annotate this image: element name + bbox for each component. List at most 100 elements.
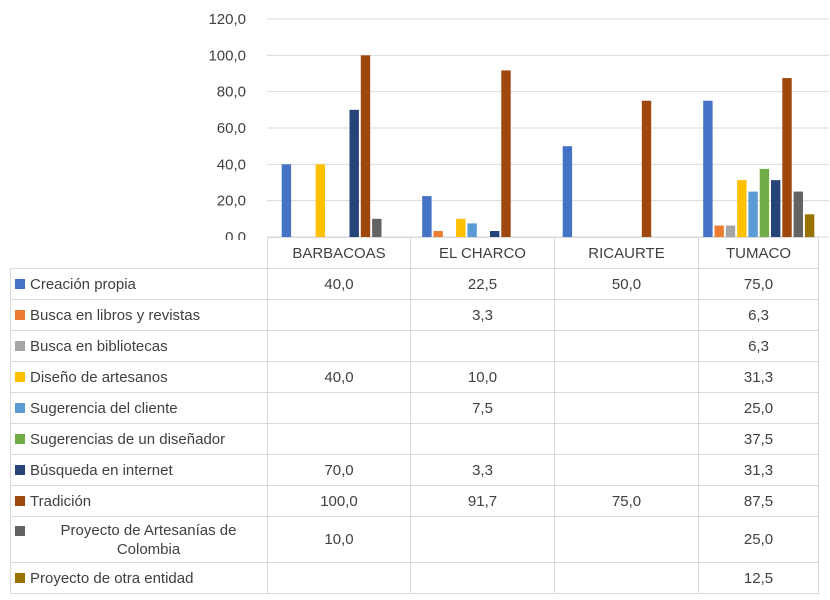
legend-swatch	[15, 496, 25, 506]
bar	[501, 70, 511, 237]
data-cell	[267, 423, 411, 455]
data-cell	[267, 330, 411, 362]
category-label: BARBACOAS	[267, 237, 411, 269]
legend-swatch	[15, 310, 25, 320]
data-cell: 6,3	[698, 299, 819, 331]
data-cell: 31,3	[698, 361, 819, 393]
legend-swatch	[15, 372, 25, 382]
data-cell: 40,0	[267, 361, 411, 393]
y-tick-label: 80,0	[217, 84, 246, 101]
data-cell	[267, 299, 411, 331]
legend-swatch	[15, 434, 25, 444]
table-row: Diseño de artesanos 40,0 10,0 31,3	[10, 361, 819, 393]
data-cell: 87,5	[698, 485, 819, 517]
legend-swatch	[15, 573, 25, 583]
y-tick-label: 20,0	[217, 193, 246, 210]
data-cell: 25,0	[698, 516, 819, 563]
series-name: Busca en libros y revistas	[30, 306, 201, 324]
legend-swatch	[15, 341, 25, 351]
legend-swatch	[15, 465, 25, 475]
data-cell: 25,0	[698, 392, 819, 424]
data-cell: 100,0	[267, 485, 411, 517]
data-cell: 7,5	[410, 392, 555, 424]
data-cell	[554, 361, 699, 393]
data-cell: 3,3	[410, 454, 555, 486]
series-name: Proyecto de otra entidad	[30, 569, 194, 587]
data-cell: 31,3	[698, 454, 819, 486]
data-cell	[554, 299, 699, 331]
bar	[804, 214, 815, 237]
y-tick-label: 40,0	[217, 156, 246, 173]
y-tick-label: 0,0	[225, 229, 246, 240]
data-cell	[554, 392, 699, 424]
data-cell	[410, 330, 555, 362]
series-name: Tradición	[30, 492, 92, 510]
data-cell	[267, 562, 411, 594]
table-header-row: BARBACOAS EL CHARCO RICAURTE TUMACO	[10, 237, 819, 269]
data-cell: 91,7	[410, 485, 555, 517]
legend-entry: Busca en bibliotecas	[10, 330, 268, 362]
table-row: Búsqueda en internet 70,0 3,3 31,3	[10, 454, 819, 486]
bar	[737, 180, 747, 237]
bar	[771, 180, 781, 237]
data-cell	[554, 454, 699, 486]
series-name: Sugerencia del cliente	[30, 399, 178, 417]
legend-entry: Proyecto de otra entidad	[10, 562, 268, 594]
bar	[714, 225, 724, 237]
bar	[360, 55, 371, 238]
data-cell: 10,0	[267, 516, 411, 563]
bar	[315, 164, 325, 237]
table-row: Busca en libros y revistas 3,3 6,3	[10, 299, 819, 331]
data-cell: 12,5	[698, 562, 819, 594]
legend-entry: Diseño de artesanos	[10, 361, 268, 393]
bar	[725, 225, 736, 237]
bar	[793, 191, 803, 237]
chart-plot-area: 0,0 20,0 40,0 60,0 80,0 100,0 120,0	[208, 11, 829, 240]
bar	[703, 100, 713, 237]
category-label: EL CHARCO	[410, 237, 555, 269]
table-row: Tradición 100,0 91,7 75,0 87,5	[10, 485, 819, 517]
data-cell: 75,0	[554, 485, 699, 517]
table-row: Creación propia 40,0 22,5 50,0 75,0	[10, 268, 819, 300]
table-row: Busca en bibliotecas 6,3	[10, 330, 819, 362]
data-cell	[410, 516, 555, 563]
data-cell: 75,0	[698, 268, 819, 300]
legend-entry: Sugerencia del cliente	[10, 392, 268, 424]
bar	[433, 231, 443, 237]
bar	[490, 231, 500, 237]
category-label: TUMACO	[698, 237, 819, 269]
bar	[422, 196, 432, 237]
legend-entry: Creación propia	[10, 268, 268, 300]
bar	[281, 164, 292, 237]
bar	[349, 109, 359, 237]
data-cell: 37,5	[698, 423, 819, 455]
data-cell: 22,5	[410, 268, 555, 300]
data-cell: 10,0	[410, 361, 555, 393]
legend-entry: Tradición	[10, 485, 268, 517]
y-tick-label: 120,0	[208, 11, 246, 28]
bar	[782, 78, 792, 238]
bar	[467, 223, 477, 237]
table-row: Proyecto de Artesanías de Colombia 10,0 25…	[10, 516, 819, 563]
data-cell	[554, 516, 699, 563]
bar	[372, 218, 382, 237]
bar	[456, 218, 466, 237]
bar	[562, 146, 573, 237]
y-tick-label: 60,0	[217, 120, 246, 137]
series-name: Búsqueda en internet	[30, 461, 173, 479]
data-cell	[410, 423, 555, 455]
legend-entry: Sugerencias de un diseñador	[10, 423, 268, 455]
legend-swatch	[15, 403, 25, 413]
data-cell: 3,3	[410, 299, 555, 331]
data-cell: 50,0	[554, 268, 699, 300]
legend-entry: Proyecto de Artesanías de Colombia	[10, 516, 268, 563]
category-label: RICAURTE	[554, 237, 699, 269]
table-corner	[10, 237, 268, 269]
series-name: Diseño de artesanos	[30, 368, 168, 386]
data-cell: 6,3	[698, 330, 819, 362]
data-table: BARBACOAS EL CHARCO RICAURTE TUMACO Creació…	[10, 237, 819, 594]
data-cell	[410, 562, 555, 594]
y-tick-label: 100,0	[208, 47, 246, 64]
bar	[759, 168, 770, 237]
legend-entry: Busca en libros y revistas	[10, 299, 268, 331]
